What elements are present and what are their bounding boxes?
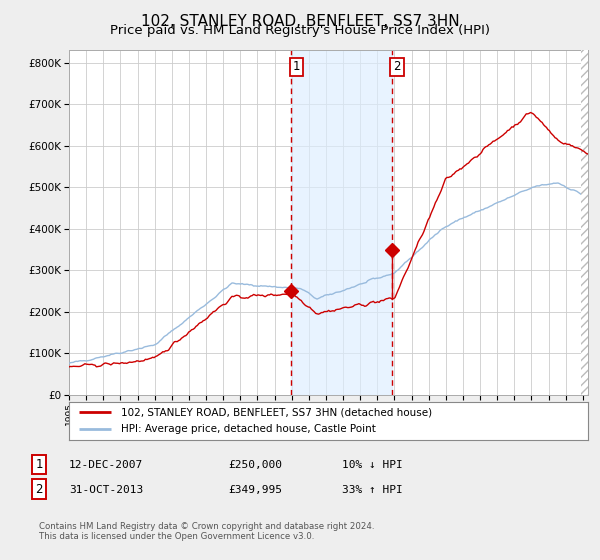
- Text: £349,995: £349,995: [228, 485, 282, 495]
- Text: 12-DEC-2007: 12-DEC-2007: [69, 460, 143, 470]
- Text: Contains HM Land Registry data © Crown copyright and database right 2024.
This d: Contains HM Land Registry data © Crown c…: [39, 522, 374, 542]
- Text: 10% ↓ HPI: 10% ↓ HPI: [342, 460, 403, 470]
- Bar: [581, 50, 588, 395]
- Text: 102, STANLEY ROAD, BENFLEET, SS7 3HN (detached house): 102, STANLEY ROAD, BENFLEET, SS7 3HN (de…: [121, 407, 432, 417]
- Text: £250,000: £250,000: [228, 460, 282, 470]
- Bar: [291, 50, 392, 395]
- Text: HPI: Average price, detached house, Castle Point: HPI: Average price, detached house, Cast…: [121, 424, 376, 434]
- Text: 102, STANLEY ROAD, BENFLEET, SS7 3HN: 102, STANLEY ROAD, BENFLEET, SS7 3HN: [140, 14, 460, 29]
- Text: Price paid vs. HM Land Registry's House Price Index (HPI): Price paid vs. HM Land Registry's House …: [110, 24, 490, 37]
- Text: 2: 2: [393, 60, 401, 73]
- Text: 31-OCT-2013: 31-OCT-2013: [69, 485, 143, 495]
- Text: 1: 1: [293, 60, 300, 73]
- Text: 2: 2: [35, 483, 43, 496]
- Text: 33% ↑ HPI: 33% ↑ HPI: [342, 485, 403, 495]
- Text: 1: 1: [35, 458, 43, 471]
